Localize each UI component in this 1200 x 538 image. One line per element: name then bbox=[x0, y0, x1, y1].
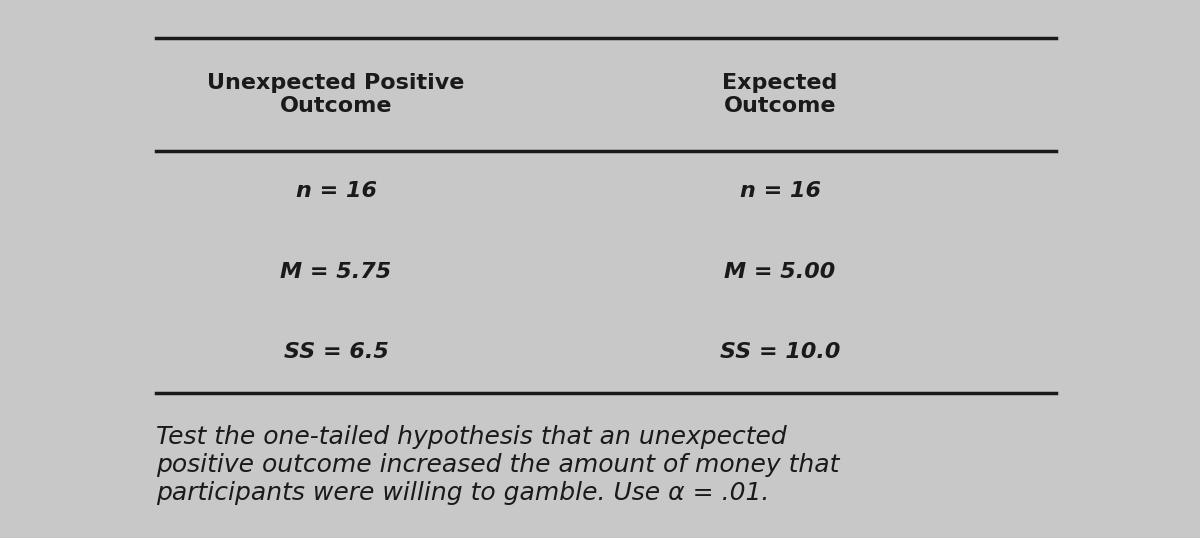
Text: M = 5.75: M = 5.75 bbox=[281, 261, 391, 282]
Text: Expected
Outcome: Expected Outcome bbox=[722, 73, 838, 116]
Text: Test the one-tailed hypothesis that an unexpected
positive outcome increased the: Test the one-tailed hypothesis that an u… bbox=[156, 425, 839, 505]
Text: n = 16: n = 16 bbox=[739, 181, 821, 201]
Text: M = 5.00: M = 5.00 bbox=[725, 261, 835, 282]
Text: n = 16: n = 16 bbox=[295, 181, 377, 201]
Text: SS = 6.5: SS = 6.5 bbox=[283, 342, 389, 363]
Text: SS = 10.0: SS = 10.0 bbox=[720, 342, 840, 363]
Text: Unexpected Positive
Outcome: Unexpected Positive Outcome bbox=[208, 73, 464, 116]
